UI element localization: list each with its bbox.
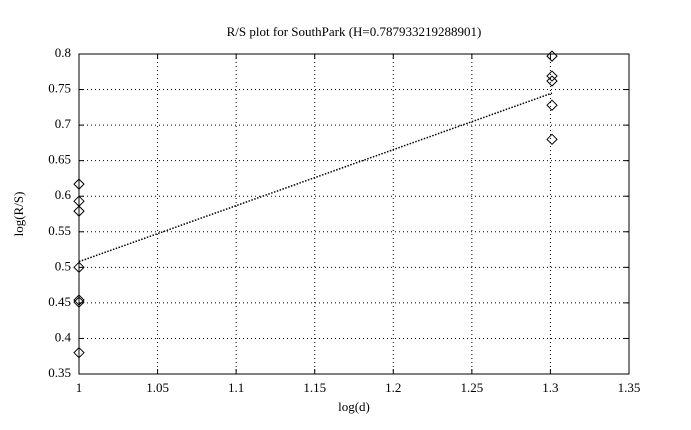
data-point: [546, 50, 558, 62]
y-tick-label: 0.4: [55, 329, 72, 344]
y-tick-label: 0.8: [55, 45, 71, 60]
y-tick-label: 0.35: [48, 365, 71, 380]
x-tick-label: 1.3: [542, 380, 558, 395]
data-point: [73, 346, 85, 359]
y-tick-label: 0.65: [48, 152, 71, 167]
chart-title: R/S plot for SouthPark (H=0.787933219288…: [227, 24, 482, 39]
data-point: [546, 75, 558, 87]
plot-frame: [78, 53, 630, 375]
x-tick-label: 1.15: [303, 380, 326, 395]
data-point: [546, 133, 558, 146]
data-point: [73, 178, 85, 190]
y-tick-label: 0.75: [48, 81, 71, 96]
y-axis-label: log(R/S): [11, 192, 26, 237]
x-tick-label: 1.25: [460, 380, 483, 395]
data-point: [546, 70, 558, 82]
data-point: [73, 205, 85, 217]
fit-line: [78, 92, 553, 263]
y-tick-label: 0.6: [55, 187, 72, 202]
data-point: [546, 99, 558, 111]
x-tick-label: 1.35: [618, 380, 641, 395]
data-point: [73, 294, 85, 306]
data-point: [73, 261, 85, 274]
x-tick-label: 1.1: [228, 380, 244, 395]
x-tick-label: 1.2: [385, 380, 401, 395]
y-tick-label: 0.55: [48, 223, 71, 238]
x-axis-label: log(d): [338, 399, 370, 414]
y-tick-label: 0.45: [48, 294, 71, 309]
y-tick-label: 0.7: [55, 116, 72, 131]
x-tick-label: 1: [76, 380, 83, 395]
y-tick-label: 0.5: [55, 258, 71, 273]
data-point: [73, 296, 85, 308]
x-tick-label: 1.05: [146, 380, 169, 395]
